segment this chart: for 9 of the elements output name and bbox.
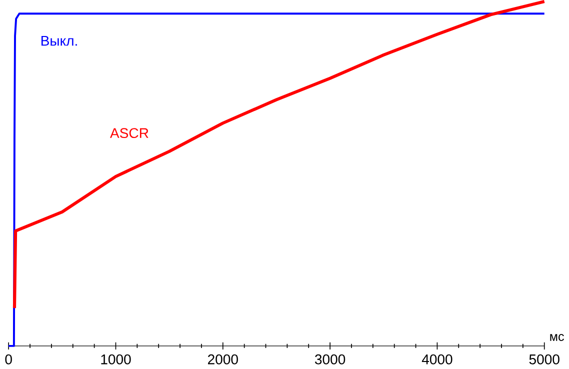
x-tick-label: 2000 (208, 354, 238, 364)
x-tick-label: 1000 (101, 354, 131, 364)
x-tick-label: 5000 (529, 354, 560, 364)
x-tick-label: 0 (5, 354, 12, 364)
series-label: Выкл. (41, 36, 77, 46)
x-tick-label: 3000 (314, 354, 346, 364)
series-label: ASCR (110, 128, 148, 138)
x-axis-title: мс (550, 334, 564, 341)
x-tick-label: 4000 (422, 354, 452, 364)
